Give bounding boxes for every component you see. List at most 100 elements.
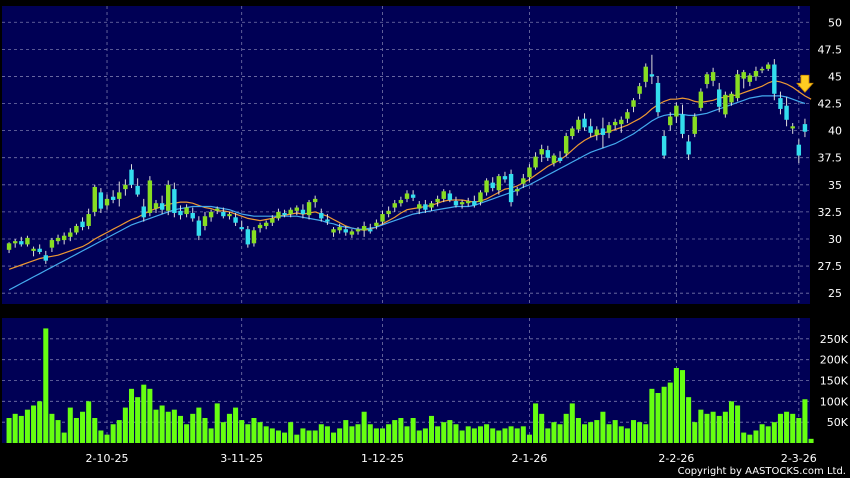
volume-bar — [288, 422, 294, 443]
volume-bar — [190, 413, 196, 443]
candle-body — [80, 221, 85, 228]
volume-tick-label: 50K — [827, 416, 849, 429]
candle-body — [288, 209, 293, 215]
volume-bar — [12, 413, 18, 443]
candle-body — [521, 178, 526, 184]
candle-body — [361, 225, 367, 231]
candle-body — [166, 184, 171, 211]
candle-body — [276, 211, 281, 219]
volume-bar — [594, 420, 600, 443]
candle-body — [766, 64, 771, 69]
volume-bar — [802, 399, 808, 443]
candle-body — [123, 184, 128, 190]
candle-body — [551, 155, 557, 164]
volume-bar — [220, 422, 226, 443]
volume-bar — [300, 428, 306, 443]
volume-bar — [43, 328, 49, 443]
volume-bar — [135, 397, 141, 443]
volume-bar — [245, 424, 251, 443]
volume-bar — [251, 418, 257, 443]
candle-body — [325, 219, 330, 222]
volume-bar — [557, 424, 563, 443]
candle-body — [355, 229, 361, 232]
date-axis-labels: 2-10-25 3-11-25 1-12-25 2-1-26 2-2-26 2-3-26 — [86, 452, 817, 465]
candle-body — [190, 212, 195, 219]
volume-bar — [37, 401, 43, 443]
volume-bar — [361, 411, 367, 443]
volume-bar — [141, 384, 147, 443]
candle-body — [429, 203, 434, 208]
volume-bar — [80, 411, 86, 443]
volume-bar — [465, 426, 471, 443]
candle-body — [668, 116, 673, 126]
candle-body — [453, 201, 459, 206]
price-tick-label: 47.5 — [818, 43, 843, 56]
candle-body — [759, 68, 765, 71]
candle-body — [184, 207, 189, 215]
candle-body — [533, 156, 538, 168]
volume-bar — [692, 422, 698, 443]
candle-body — [202, 216, 208, 226]
volume-bar — [337, 428, 343, 443]
volume-bar — [765, 426, 771, 443]
candle-body — [502, 176, 508, 180]
price-tick-label: 27.5 — [818, 260, 843, 273]
candle-body — [368, 229, 373, 232]
volume-bar — [753, 430, 759, 443]
volume-bar — [790, 413, 796, 443]
candle-body — [637, 86, 642, 94]
candle-body — [300, 209, 306, 215]
volume-bar — [165, 411, 171, 443]
candle-body — [337, 227, 342, 231]
volume-bar — [73, 418, 79, 443]
volume-bar — [453, 424, 459, 443]
candle-body — [319, 212, 324, 219]
candle-body — [92, 186, 97, 212]
candle-body — [466, 201, 471, 204]
candle-body — [478, 192, 483, 203]
volume-bar — [520, 426, 526, 443]
candle-body — [12, 241, 18, 244]
candle-body — [423, 204, 428, 210]
volume-bar — [771, 422, 777, 443]
volume-bar — [612, 420, 618, 443]
volume-bar — [55, 420, 61, 443]
candle-body — [600, 128, 606, 135]
candle-body — [435, 198, 440, 203]
candle-body — [147, 180, 153, 213]
volume-bar — [661, 386, 667, 443]
volume-bar — [728, 401, 734, 443]
candle-body — [312, 198, 318, 203]
volume-bar — [698, 409, 704, 443]
volume-bar — [398, 418, 404, 443]
candle-body — [508, 173, 514, 203]
price-tick-label: 50 — [828, 16, 842, 29]
candle-body — [698, 91, 704, 108]
candle-body — [692, 116, 697, 134]
volume-bar — [496, 430, 502, 443]
candle-body — [514, 189, 520, 192]
volume-bar — [171, 409, 177, 443]
copyright-text: Copyright by AASTOCKS.com Ltd. — [678, 466, 846, 477]
volume-bar — [655, 393, 661, 443]
volume-bar — [275, 430, 281, 443]
date-tick-label: 2-10-25 — [86, 452, 129, 465]
candle-body — [282, 212, 287, 216]
price-tick-label: 25 — [828, 287, 842, 300]
candle-body — [655, 82, 661, 113]
volume-bars — [6, 328, 814, 443]
volume-bar — [153, 409, 159, 443]
candle-body — [686, 141, 691, 155]
candle-body — [625, 112, 630, 119]
candle-body — [410, 194, 416, 198]
volume-bar — [502, 428, 508, 443]
candle-body — [778, 98, 783, 109]
candle-body — [772, 64, 777, 94]
volume-bar — [98, 430, 104, 443]
candle-body — [306, 202, 312, 216]
volume-bar — [582, 424, 588, 443]
candle-body — [245, 229, 251, 245]
candle-body — [588, 126, 593, 133]
candle-body — [753, 71, 759, 77]
